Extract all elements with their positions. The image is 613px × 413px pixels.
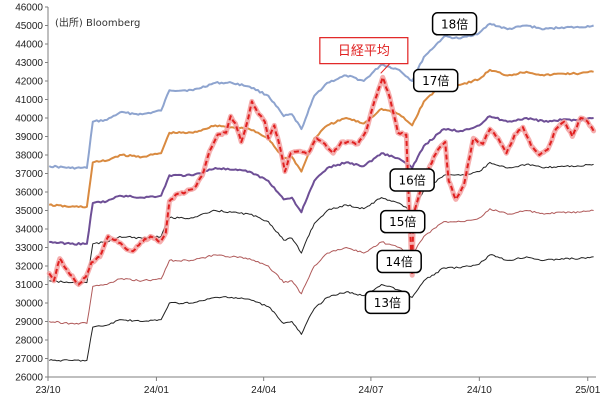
pe-label-text: 14倍: [386, 254, 413, 269]
series-line-0: [48, 22, 594, 170]
label-box: [431, 12, 478, 36]
y-tick-label: 34000: [15, 225, 43, 236]
y-tick-label: 46000: [15, 3, 43, 14]
pe-label-text: 16倍: [399, 172, 426, 187]
y-tick-label: 40000: [15, 114, 43, 125]
label-box: [412, 68, 459, 93]
source-note: (出所) Bloomberg: [55, 16, 140, 29]
y-tick-label: 41000: [15, 95, 43, 106]
series-line-3: [49, 161, 594, 284]
label-box: [379, 209, 426, 234]
x-tick-label: 24/07: [358, 385, 383, 396]
pe-label: 17倍: [412, 68, 459, 93]
pe-label-text: 18倍: [441, 16, 468, 31]
y-tick-label: 27000: [15, 354, 43, 365]
x-tick-label: 24/10: [467, 385, 492, 396]
y-tick-label: 26000: [15, 373, 43, 384]
pe-label: 13倍: [364, 290, 411, 315]
x-tick-label: 24/04: [251, 385, 276, 396]
pe-label: 15倍: [379, 209, 426, 234]
y-tick-label: 45000: [15, 21, 43, 32]
series-line-2: [49, 115, 594, 246]
series-line-4: [49, 208, 594, 325]
series-line-5: [49, 254, 594, 362]
y-tick-label: 44000: [15, 40, 43, 51]
y-tick-label: 37000: [15, 169, 43, 180]
y-axis-ticks: 26000 27000 28000 29000 30000 31000 32000 33000…: [15, 3, 48, 384]
x-axis-ticks: 23/10 24/01 24/04 24/07 24/10 25/01: [35, 377, 601, 396]
nikkei-label-text: 日経平均: [338, 44, 390, 59]
pe-label: 16倍: [389, 168, 435, 192]
series-line-1: [48, 68, 594, 209]
y-tick-label: 38000: [15, 151, 43, 162]
x-tick-label: 24/01: [144, 385, 169, 396]
nikkei-label-pointer: [380, 63, 391, 74]
y-tick-label: 39000: [15, 132, 43, 143]
label-box: [389, 168, 435, 192]
label-box: [376, 249, 422, 274]
y-tick-label: 35000: [15, 206, 43, 217]
y-tick-label: 29000: [15, 317, 43, 328]
y-tick-label: 36000: [15, 188, 43, 199]
pe-label: 18倍: [431, 12, 478, 36]
series-glow-nikkei: [46, 74, 597, 287]
pe-label-text: 17倍: [422, 73, 449, 88]
plot-area: 26000 27000 28000 29000 30000 31000 32000 33000…: [15, 3, 601, 397]
line-labels: 18倍 17倍 16倍 15倍 14倍 13倍 日経平均: [319, 12, 478, 315]
series-lines: [46, 22, 597, 362]
x-tick-label: 23/10: [35, 385, 60, 396]
y-tick-label: 30000: [15, 299, 43, 310]
y-tick-label: 42000: [15, 77, 43, 88]
y-tick-label: 32000: [15, 262, 43, 273]
nikkei-label: 日経平均: [319, 37, 409, 65]
series-line-6: [48, 76, 595, 286]
y-tick-label: 28000: [15, 336, 43, 347]
x-tick-label: 25/01: [575, 385, 600, 396]
pe-label-text: 13倍: [374, 295, 401, 310]
label-box: [364, 290, 411, 315]
y-tick-label: 33000: [15, 243, 43, 254]
y-tick-label: 31000: [15, 280, 43, 291]
label-box: [319, 37, 409, 65]
pe-label: 14倍: [376, 249, 422, 274]
y-tick-label: 43000: [15, 58, 43, 69]
pe-label-text: 15倍: [389, 214, 416, 229]
